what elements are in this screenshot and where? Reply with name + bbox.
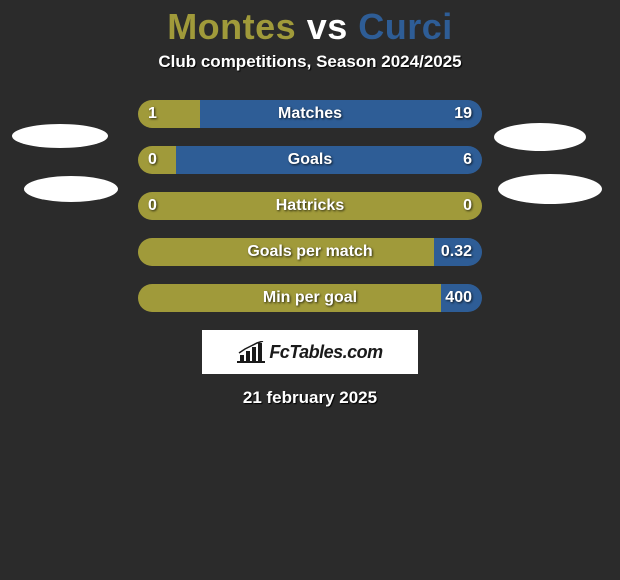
stat-label: Min per goal xyxy=(138,284,482,312)
brand-text: FcTables.com xyxy=(269,342,382,363)
avatar-placeholder-3 xyxy=(498,174,602,204)
stat-bar: 0.32Goals per match xyxy=(138,238,482,266)
subtitle: Club competitions, Season 2024/2025 xyxy=(0,52,620,72)
comparison-title: Montes vs Curci xyxy=(0,0,620,52)
brand-chart-icon xyxy=(237,341,265,363)
vs-text: vs xyxy=(307,6,348,47)
stat-label: Hattricks xyxy=(138,192,482,220)
date-line: 21 february 2025 xyxy=(0,388,620,408)
stat-label: Goals per match xyxy=(138,238,482,266)
avatar-placeholder-0 xyxy=(12,124,108,148)
stat-bar: 400Min per goal xyxy=(138,284,482,312)
stat-row: 06Goals xyxy=(138,146,482,174)
stat-label: Goals xyxy=(138,146,482,174)
player2-name: Curci xyxy=(358,6,453,47)
stat-bar: 119Matches xyxy=(138,100,482,128)
stat-row: 119Matches xyxy=(138,100,482,128)
brand-badge: FcTables.com xyxy=(202,330,418,374)
avatar-placeholder-2 xyxy=(494,123,586,151)
stat-bar: 06Goals xyxy=(138,146,482,174)
stat-row: 0.32Goals per match xyxy=(138,238,482,266)
avatar-placeholder-1 xyxy=(24,176,118,202)
stat-bar: 00Hattricks xyxy=(138,192,482,220)
stat-label: Matches xyxy=(138,100,482,128)
player1-name: Montes xyxy=(167,6,296,47)
stat-row: 400Min per goal xyxy=(138,284,482,312)
stat-row: 00Hattricks xyxy=(138,192,482,220)
